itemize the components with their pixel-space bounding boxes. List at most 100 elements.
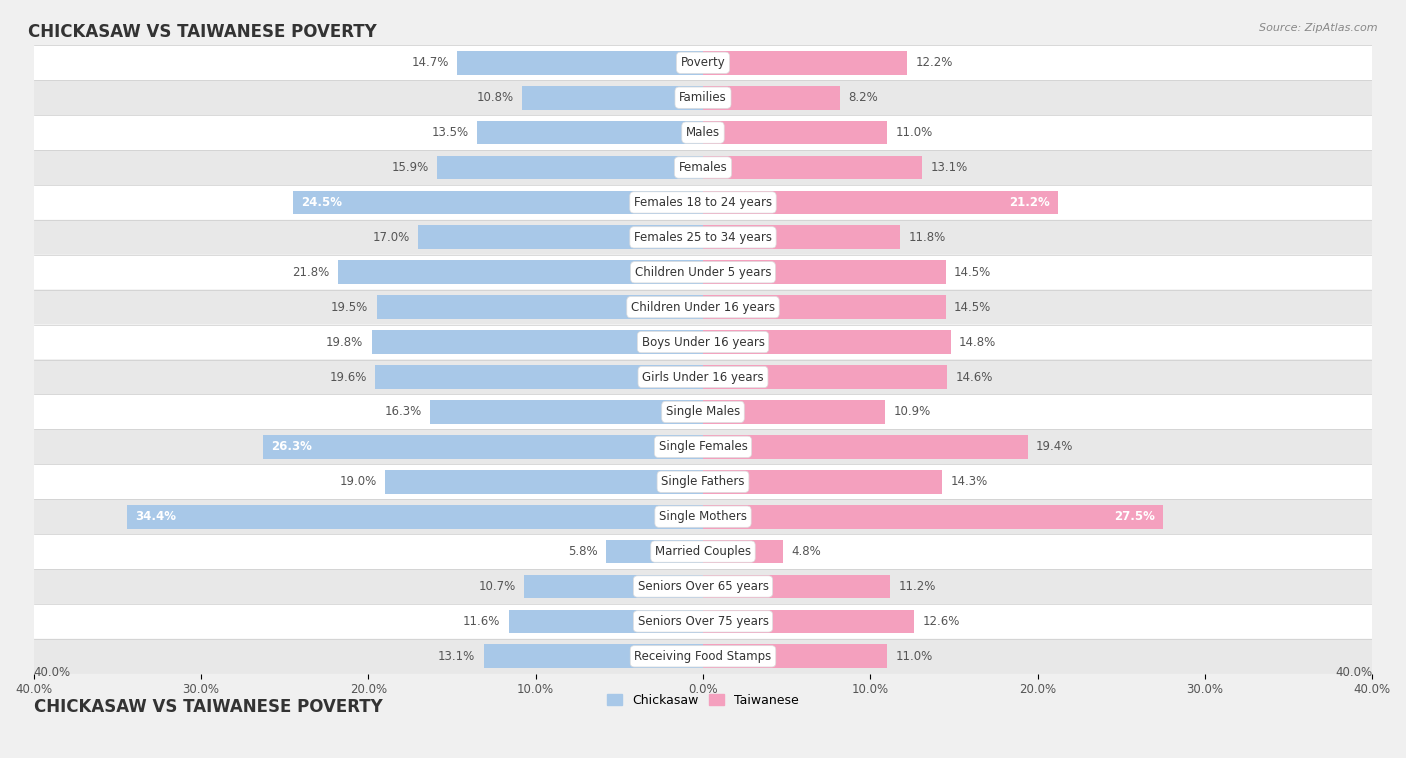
Bar: [703, 261, 946, 284]
Bar: [703, 435, 1028, 459]
Bar: [477, 121, 703, 145]
Text: 13.1%: 13.1%: [439, 650, 475, 662]
Bar: [371, 330, 703, 354]
Bar: [703, 121, 887, 145]
Text: 12.2%: 12.2%: [915, 56, 953, 69]
Text: Females 25 to 34 years: Females 25 to 34 years: [634, 231, 772, 244]
Text: Girls Under 16 years: Girls Under 16 years: [643, 371, 763, 384]
FancyBboxPatch shape: [34, 45, 1372, 80]
Bar: [128, 505, 703, 528]
Bar: [419, 225, 703, 249]
Legend: Chickasaw, Taiwanese: Chickasaw, Taiwanese: [602, 688, 804, 712]
Text: 5.8%: 5.8%: [568, 545, 598, 558]
FancyBboxPatch shape: [34, 359, 1372, 394]
Bar: [377, 296, 703, 319]
FancyBboxPatch shape: [34, 394, 1372, 429]
Text: 26.3%: 26.3%: [271, 440, 312, 453]
Bar: [703, 51, 907, 74]
Bar: [703, 400, 886, 424]
Text: Seniors Over 75 years: Seniors Over 75 years: [637, 615, 769, 628]
Bar: [606, 540, 703, 563]
Text: Females 18 to 24 years: Females 18 to 24 years: [634, 196, 772, 209]
FancyBboxPatch shape: [34, 639, 1372, 674]
FancyBboxPatch shape: [34, 324, 1372, 359]
Text: Children Under 16 years: Children Under 16 years: [631, 301, 775, 314]
Text: 40.0%: 40.0%: [34, 666, 70, 679]
Text: 15.9%: 15.9%: [391, 161, 429, 174]
Text: Males: Males: [686, 126, 720, 139]
Text: 11.0%: 11.0%: [896, 650, 932, 662]
Text: Families: Families: [679, 91, 727, 104]
Bar: [375, 365, 703, 389]
FancyBboxPatch shape: [34, 500, 1372, 534]
Bar: [703, 609, 914, 633]
Text: 8.2%: 8.2%: [849, 91, 879, 104]
Text: 24.5%: 24.5%: [301, 196, 342, 209]
Bar: [263, 435, 703, 459]
Text: 14.5%: 14.5%: [955, 266, 991, 279]
Text: 11.6%: 11.6%: [463, 615, 501, 628]
Text: CHICKASAW VS TAIWANESE POVERTY: CHICKASAW VS TAIWANESE POVERTY: [34, 697, 382, 716]
Text: Single Mothers: Single Mothers: [659, 510, 747, 523]
FancyBboxPatch shape: [34, 80, 1372, 115]
Text: CHICKASAW VS TAIWANESE POVERTY: CHICKASAW VS TAIWANESE POVERTY: [28, 23, 377, 41]
Bar: [703, 225, 900, 249]
Text: 16.3%: 16.3%: [385, 406, 422, 418]
Text: Boys Under 16 years: Boys Under 16 years: [641, 336, 765, 349]
Text: 34.4%: 34.4%: [135, 510, 177, 523]
Bar: [457, 51, 703, 74]
Bar: [385, 470, 703, 493]
Bar: [703, 190, 1057, 215]
Bar: [703, 155, 922, 180]
Text: Receiving Food Stamps: Receiving Food Stamps: [634, 650, 772, 662]
Text: 19.4%: 19.4%: [1036, 440, 1073, 453]
Bar: [524, 575, 703, 598]
Text: 19.5%: 19.5%: [330, 301, 368, 314]
Text: Single Females: Single Females: [658, 440, 748, 453]
FancyBboxPatch shape: [34, 115, 1372, 150]
Text: 19.6%: 19.6%: [329, 371, 367, 384]
Bar: [430, 400, 703, 424]
Bar: [509, 609, 703, 633]
Bar: [339, 261, 703, 284]
Text: Source: ZipAtlas.com: Source: ZipAtlas.com: [1260, 23, 1378, 33]
FancyBboxPatch shape: [34, 534, 1372, 569]
Text: 10.9%: 10.9%: [894, 406, 931, 418]
Text: 12.6%: 12.6%: [922, 615, 960, 628]
Text: 11.8%: 11.8%: [908, 231, 946, 244]
Bar: [703, 644, 887, 669]
Text: Poverty: Poverty: [681, 56, 725, 69]
Bar: [522, 86, 703, 110]
Text: 19.0%: 19.0%: [339, 475, 377, 488]
FancyBboxPatch shape: [34, 255, 1372, 290]
Text: Single Fathers: Single Fathers: [661, 475, 745, 488]
Text: 17.0%: 17.0%: [373, 231, 411, 244]
Text: Females: Females: [679, 161, 727, 174]
Bar: [703, 86, 841, 110]
FancyBboxPatch shape: [34, 604, 1372, 639]
Text: 4.8%: 4.8%: [792, 545, 821, 558]
Text: 14.8%: 14.8%: [959, 336, 997, 349]
FancyBboxPatch shape: [34, 185, 1372, 220]
Text: 11.2%: 11.2%: [898, 580, 936, 593]
Bar: [703, 540, 783, 563]
Text: 13.1%: 13.1%: [931, 161, 967, 174]
FancyBboxPatch shape: [34, 465, 1372, 500]
FancyBboxPatch shape: [34, 220, 1372, 255]
Text: 13.5%: 13.5%: [432, 126, 468, 139]
Text: Seniors Over 65 years: Seniors Over 65 years: [637, 580, 769, 593]
FancyBboxPatch shape: [34, 569, 1372, 604]
Text: 14.5%: 14.5%: [955, 301, 991, 314]
Text: Single Males: Single Males: [666, 406, 740, 418]
FancyBboxPatch shape: [34, 150, 1372, 185]
Bar: [703, 470, 942, 493]
Bar: [703, 575, 890, 598]
Text: 21.2%: 21.2%: [1008, 196, 1049, 209]
Text: 10.8%: 10.8%: [477, 91, 513, 104]
Text: 19.8%: 19.8%: [326, 336, 363, 349]
Text: Married Couples: Married Couples: [655, 545, 751, 558]
Bar: [437, 155, 703, 180]
Text: 21.8%: 21.8%: [292, 266, 330, 279]
Text: 10.7%: 10.7%: [478, 580, 516, 593]
FancyBboxPatch shape: [34, 290, 1372, 324]
